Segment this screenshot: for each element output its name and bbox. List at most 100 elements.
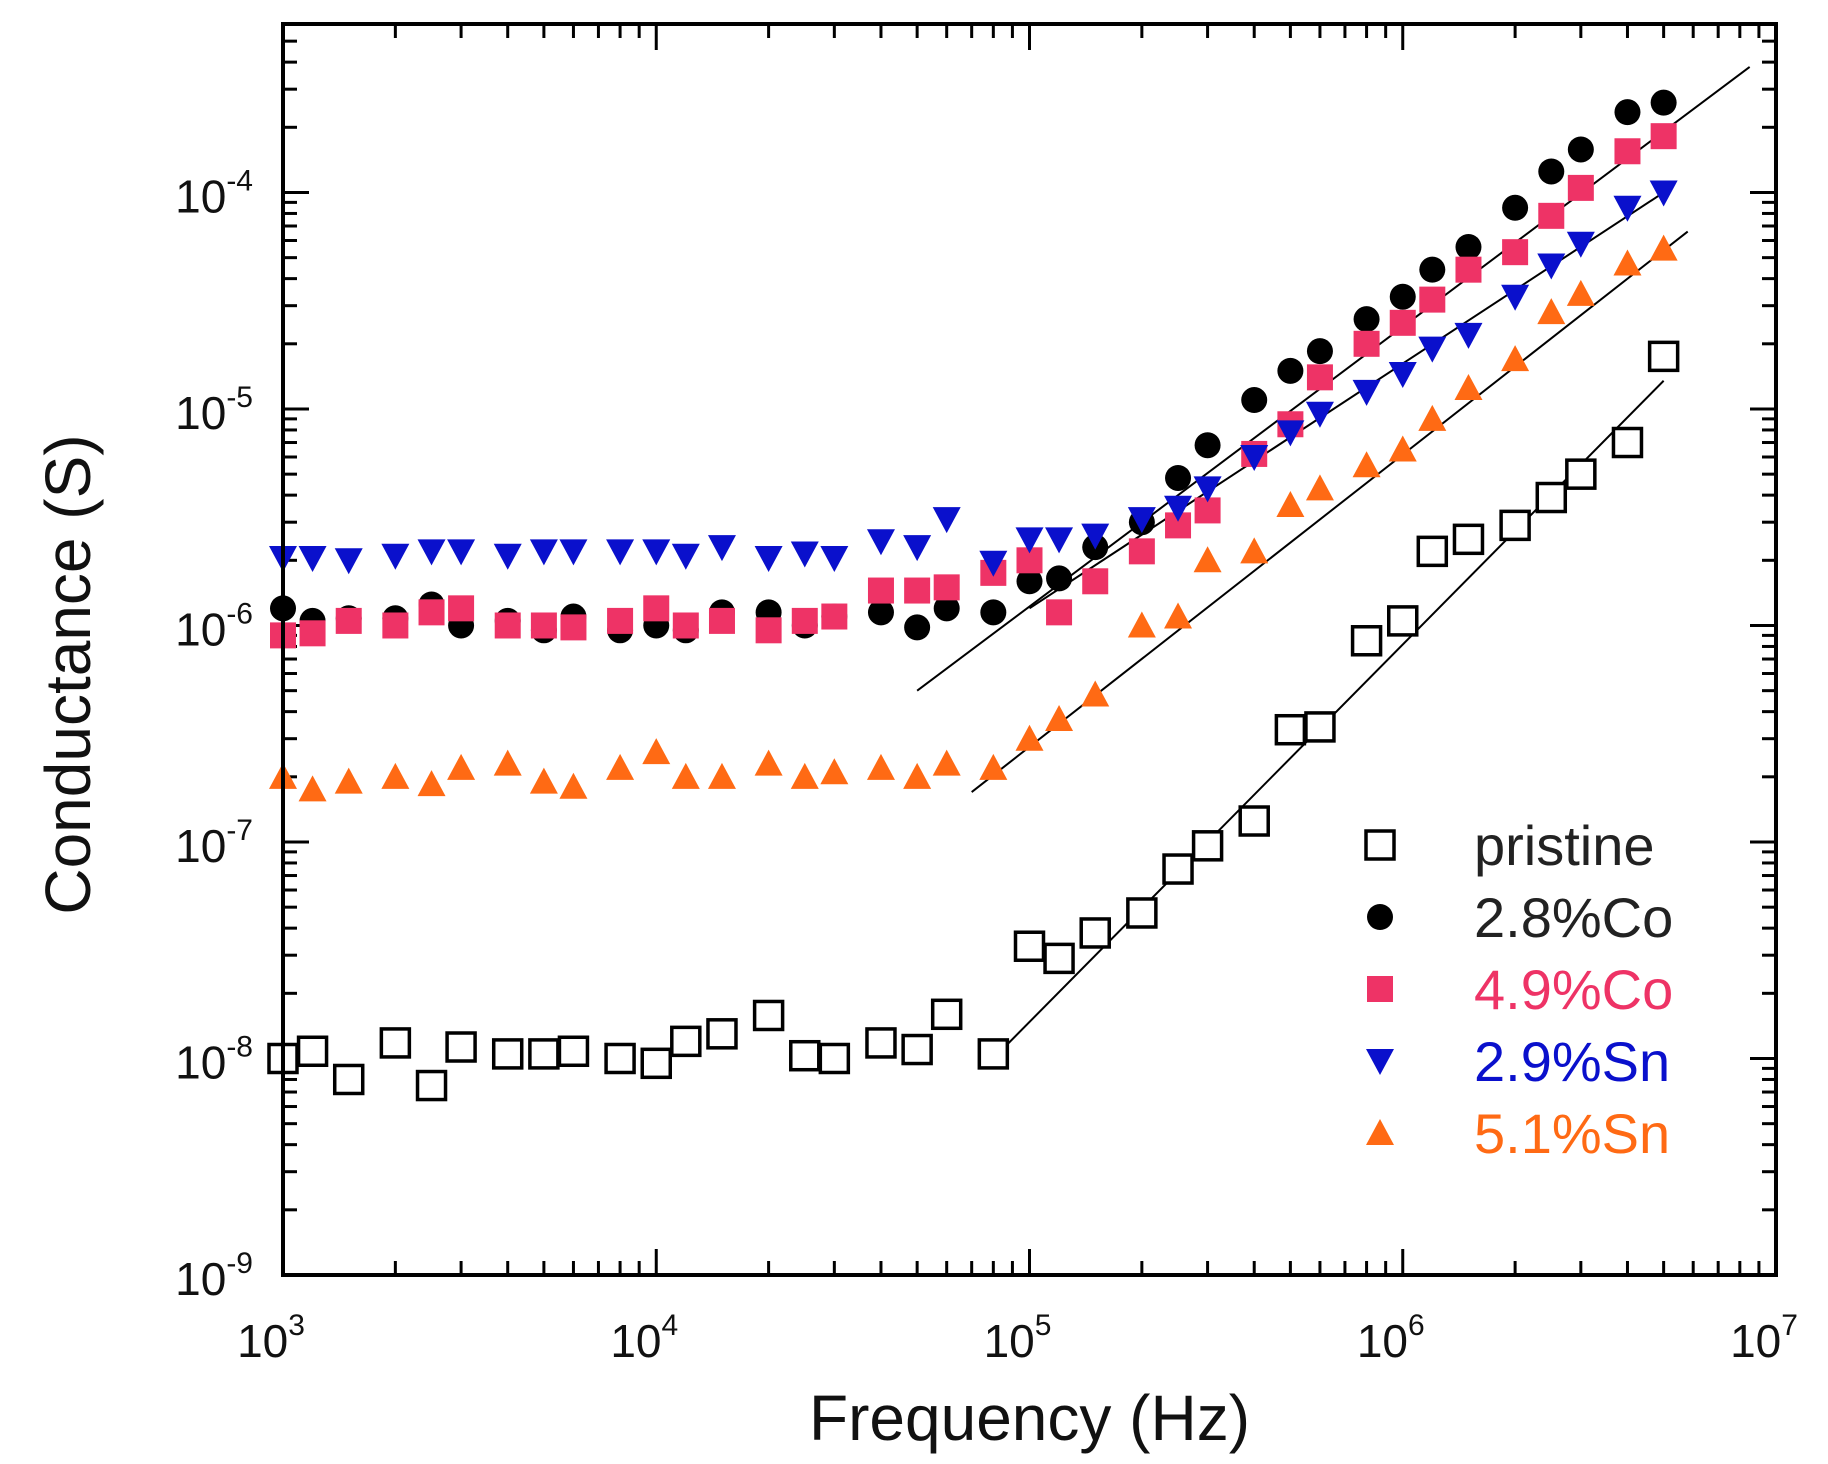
data-point: [867, 599, 894, 626]
data-point: [334, 548, 363, 575]
data-point: [296, 1035, 329, 1068]
data-point: [1613, 249, 1642, 276]
legend: pristine 2.8%Co 4.9%Co 2.9%Sn 5.1%Sn: [1364, 814, 1673, 1165]
data-point: [1277, 357, 1304, 384]
data-point: [1043, 942, 1075, 975]
data-point: [901, 1033, 933, 1066]
data-point: [1388, 435, 1417, 462]
data-point: [1502, 239, 1529, 266]
data-point: [1015, 527, 1044, 554]
data-point: [1274, 713, 1307, 746]
data-point: [1538, 202, 1565, 229]
data-point: [1352, 379, 1381, 406]
data-point: [1567, 136, 1594, 163]
series-2.9%Sn: [269, 180, 1678, 577]
data-point: [1454, 322, 1483, 349]
series-2.8%Co: [270, 89, 1677, 644]
data-point: [1240, 537, 1269, 564]
data-point: [381, 543, 410, 570]
legend-item: 5.1%Sn: [1366, 1102, 1670, 1165]
data-point: [1389, 309, 1416, 336]
data-point: [1501, 345, 1530, 372]
data-point: [977, 1038, 1010, 1070]
data-point: [1193, 476, 1222, 503]
data-point: [1127, 611, 1156, 638]
legend-label: 2.8%Co: [1474, 886, 1673, 949]
data-point: [606, 539, 635, 566]
y-tick-label: 10-7: [175, 814, 253, 872]
data-point: [529, 539, 558, 566]
x-tick-label: 103: [237, 1309, 305, 1367]
y-tick-label: 10-9: [175, 1247, 253, 1305]
data-point: [1352, 451, 1381, 478]
y-tick-label: 10-8: [175, 1030, 253, 1088]
data-point: [1306, 364, 1333, 391]
data-point: [1304, 711, 1336, 743]
data-point: [866, 753, 895, 780]
data-point: [1454, 373, 1483, 400]
data-point: [1566, 279, 1595, 306]
data-point: [1502, 194, 1529, 221]
data-point: [1389, 283, 1416, 310]
data-point: [334, 767, 363, 794]
data-point: [1045, 527, 1074, 554]
data-point: [417, 539, 446, 566]
data-point: [754, 545, 783, 572]
data-point: [1165, 464, 1192, 491]
data-point: [932, 749, 961, 776]
data-point: [642, 738, 671, 765]
data-point: [298, 545, 327, 572]
data-point: [642, 539, 671, 566]
data-point: [820, 758, 849, 785]
y-tick-label: 10-4: [175, 164, 253, 222]
legend-item: 2.9%Sn: [1366, 1030, 1670, 1093]
data-point: [932, 507, 961, 534]
data-point: [707, 535, 736, 562]
x-tick-labels: 103 104 105 106 107: [237, 1309, 1798, 1367]
data-point: [559, 772, 588, 799]
data-point: [557, 1035, 590, 1068]
data-point: [1647, 340, 1680, 373]
data-point: [1649, 180, 1678, 207]
data-point: [1538, 158, 1565, 185]
y-tick-label: 10-6: [175, 597, 253, 655]
data-point: [979, 550, 1008, 577]
data-point: [298, 775, 327, 802]
data-point: [671, 762, 700, 789]
data-point: [706, 1018, 738, 1050]
data-point: [903, 535, 932, 562]
data-point: [1537, 253, 1566, 280]
data-point: [979, 753, 1008, 780]
data-point: [708, 607, 735, 634]
data-point: [379, 1027, 412, 1059]
data-point: [1191, 830, 1224, 862]
data-point: [671, 543, 700, 570]
y-tick-labels: 10-9 10-8 10-7 10-6 10-5 10-4: [175, 164, 253, 1305]
legend-marker: [1364, 829, 1396, 861]
plot-frame: [281, 22, 1778, 1277]
legend-marker: [1366, 1049, 1394, 1075]
series-4.9%Co: [270, 123, 1677, 649]
data-point: [1081, 523, 1110, 550]
data-point: [643, 595, 670, 622]
data-point: [754, 749, 783, 776]
data-point: [447, 753, 476, 780]
data-point: [559, 539, 588, 566]
data-point: [707, 762, 736, 789]
data-point: [1353, 306, 1380, 333]
data-point: [1046, 599, 1073, 626]
data-point: [1455, 233, 1482, 260]
data-point: [417, 770, 446, 797]
x-axis-title: Frequency (Hz): [809, 1382, 1250, 1454]
data-point: [1238, 805, 1270, 837]
legend-marker: [1366, 1119, 1394, 1145]
data-point: [604, 1042, 636, 1075]
data-point: [755, 617, 782, 644]
data-point: [606, 753, 635, 780]
data-point: [494, 612, 521, 639]
legend-label: 5.1%Sn: [1474, 1102, 1670, 1165]
data-point: [1418, 404, 1447, 431]
data-point: [445, 1031, 477, 1063]
x-tick-label: 104: [610, 1309, 678, 1367]
data-point: [528, 1038, 560, 1070]
